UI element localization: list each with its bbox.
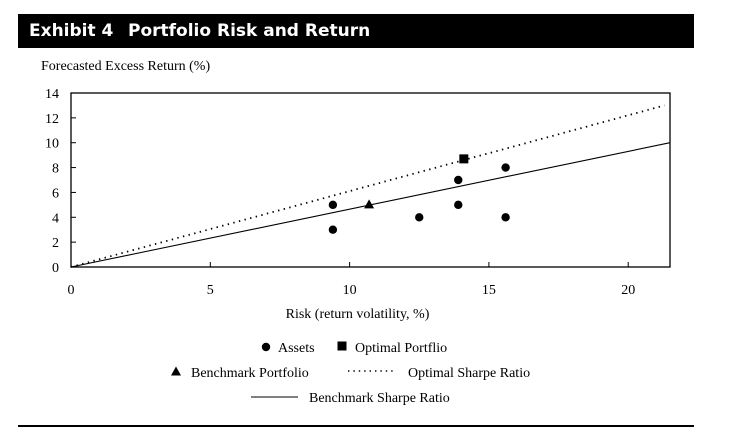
triangle-point <box>364 199 375 209</box>
y-tick-label: 10 <box>45 137 59 152</box>
legend-benchmark-portfolio-icon <box>171 366 181 376</box>
y-tick-label: 8 <box>52 162 59 177</box>
legend-optimal-sharpe-label: Optimal Sharpe Ratio <box>408 366 530 381</box>
circle-point <box>454 175 463 185</box>
legend-assets-label: Assets <box>278 341 315 356</box>
y-tick-label: 2 <box>52 236 59 251</box>
x-tick-label: 15 <box>482 283 496 298</box>
y-tick-label: 12 <box>45 112 59 127</box>
x-tick-label: 10 <box>343 283 357 298</box>
circle-point <box>328 225 338 234</box>
exhibit-title: Portfolio Risk and Return <box>128 21 371 41</box>
y-tick-label: 6 <box>52 186 59 201</box>
circle-point <box>415 213 424 222</box>
x-tick-label: 0 <box>68 283 75 298</box>
square-point <box>459 154 469 164</box>
y-tick-label: 4 <box>52 211 59 226</box>
circle-point <box>501 163 510 172</box>
x-axis-label: Risk (return volatility, %) <box>286 307 430 322</box>
legend-benchmark-portfolio-label: Benchmark Portfolio <box>191 366 309 381</box>
legend-optimal-portfolio-icon <box>337 341 347 351</box>
optimal-sharpe-ratio-line <box>70 104 665 268</box>
legend-benchmark-sharpe-label: Benchmark Sharpe Ratio <box>309 391 450 406</box>
y-axis-label: Forecasted Excess Return (%) <box>41 59 211 74</box>
legend-assets-icon <box>261 342 271 352</box>
exhibit-number: Exhibit 4 <box>29 21 114 41</box>
circle-point <box>454 200 463 210</box>
exhibit-header: Exhibit 4 Portfolio Risk and Return <box>18 14 694 48</box>
x-tick-label: 20 <box>621 283 635 298</box>
y-tick-label: 0 <box>52 261 59 276</box>
circle-point <box>328 200 338 210</box>
circle-point <box>501 213 510 222</box>
plot-frame <box>70 92 671 268</box>
y-tick-label: 14 <box>45 87 59 102</box>
x-tick-label: 5 <box>207 283 214 298</box>
bottom-rule <box>18 425 694 427</box>
legend-optimal-portfolio-label: Optimal Portflio <box>355 341 447 356</box>
